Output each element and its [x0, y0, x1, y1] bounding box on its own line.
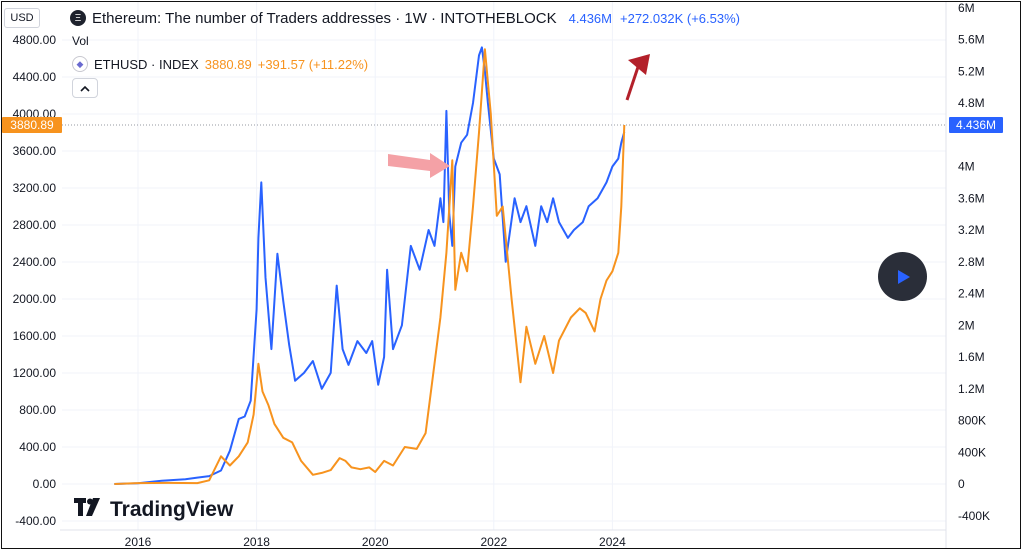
right-tick-label: 4M — [958, 160, 975, 174]
indicator-value: 4.436M — [568, 10, 612, 26]
x-tick-label: 2016 — [125, 535, 152, 549]
x-tick-label: 2020 — [362, 535, 389, 549]
right-value-tag-text: 4.436M — [956, 118, 996, 132]
right-tick-label: 800K — [958, 414, 986, 428]
right-value-tag: 4.436M — [949, 117, 1003, 134]
right-tick-label: 5.6M — [958, 33, 985, 47]
left-tick-label: 3600.00 — [13, 144, 57, 158]
play-icon — [897, 269, 910, 284]
x-tick-label: 2022 — [480, 535, 507, 549]
symbol-legend: ◆ ETHUSD · INDEX 3880.89 +391.57 (+11.22… — [72, 56, 368, 72]
right-tick-label: 1.6M — [958, 350, 985, 364]
indicator-title: Ethereum: The number of Traders addresse… — [92, 9, 557, 27]
series-layer — [114, 46, 626, 485]
left-tick-label: 2000.00 — [13, 292, 57, 306]
left-tick-label: 3200.00 — [13, 181, 57, 195]
tradingview-logo: TradingView — [74, 498, 233, 522]
legend-header: Ξ Ethereum: The number of Traders addres… — [70, 8, 740, 28]
symbol-price: 3880.89 — [204, 56, 252, 72]
indicator-change: +272.032K (+6.53%) — [620, 10, 740, 26]
collapse-legend-button[interactable] — [72, 78, 98, 98]
traders-addresses-line — [114, 46, 626, 485]
gridlines — [62, 2, 946, 530]
left-tick-label: 400.00 — [19, 440, 56, 454]
ethereum-diamond-icon: ◆ — [72, 56, 88, 72]
left-price-tag: 3880.89 — [2, 117, 62, 134]
symbol-name: ETHUSD · INDEX — [94, 56, 199, 72]
time-axis: 2016 2018 2020 2022 2024 — [125, 535, 626, 549]
x-tick-label: 2018 — [243, 535, 270, 549]
tradingview-mark-icon — [74, 498, 104, 522]
symbol-change: +391.57 (+11.22%) — [257, 56, 369, 72]
left-price-axis: 4800.004400.004000.003600.003200.002800.… — [13, 33, 57, 528]
ethusd-price-line — [114, 48, 626, 485]
right-tick-label: 3.2M — [958, 223, 985, 237]
left-price-tag-text: 3880.89 — [10, 118, 54, 132]
right-tick-label: -400K — [958, 509, 990, 523]
right-tick-label: 5.2M — [958, 64, 985, 78]
left-tick-label: 2400.00 — [13, 255, 57, 269]
left-tick-label: 1600.00 — [13, 329, 57, 343]
red-arrow-annotation — [625, 54, 650, 101]
right-tick-label: 1.2M — [958, 382, 985, 396]
vol-label: Vol — [72, 34, 89, 48]
right-tick-label: 2.4M — [958, 287, 985, 301]
left-tick-label: -400.00 — [15, 514, 56, 528]
left-tick-label: 4800.00 — [13, 33, 57, 47]
tradingview-wordmark: TradingView — [110, 498, 234, 521]
right-tick-label: 3.6M — [958, 191, 985, 205]
left-tick-label: 2800.00 — [13, 218, 57, 232]
right-tick-label: 2.8M — [958, 255, 985, 269]
right-tick-label: 2M — [958, 318, 975, 332]
x-tick-label: 2024 — [599, 535, 626, 549]
right-value-axis: 6M 5.6M 5.2M 4.8M 4M 3.6M 3.2M 2.8M 2.4M 2M 1.6M 1.… — [958, 1, 990, 523]
currency-button[interactable]: USD — [4, 8, 40, 28]
right-tick-label: 0 — [958, 477, 965, 491]
left-tick-label: 1200.00 — [13, 366, 57, 380]
pink-arrow-annotation — [388, 153, 450, 178]
chevron-up-icon — [80, 85, 90, 92]
ethereum-coin-icon: Ξ — [70, 10, 86, 26]
left-tick-label: 800.00 — [19, 403, 56, 417]
right-tick-label: 4.8M — [958, 96, 985, 110]
left-tick-label: 4400.00 — [13, 70, 57, 84]
right-tick-label: 6M — [958, 1, 975, 15]
left-tick-label: 0.00 — [33, 477, 57, 491]
play-button[interactable] — [878, 252, 927, 301]
right-tick-label: 400K — [958, 445, 986, 459]
